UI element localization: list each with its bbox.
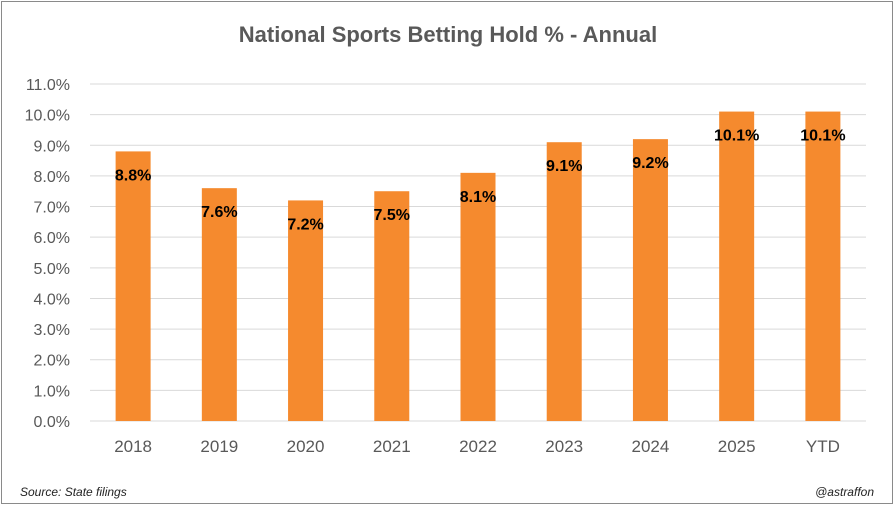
- x-tick-label: 2020: [287, 437, 325, 456]
- source-note: Source: State filings: [20, 485, 127, 499]
- y-tick-label: 0.0%: [34, 414, 70, 431]
- author-handle: @astraffon: [815, 485, 874, 499]
- bar-2024: [632, 139, 668, 422]
- bar-2023: [546, 142, 582, 421]
- bar-2020: [288, 200, 324, 421]
- bar-ytd: [805, 111, 841, 421]
- x-tick-label: 2019: [200, 437, 238, 456]
- data-label: 10.1%: [714, 128, 759, 145]
- data-label: 7.2%: [287, 216, 323, 233]
- bar-2021: [374, 191, 410, 421]
- y-tick-label: 1.0%: [34, 383, 70, 400]
- y-tick-label: 4.0%: [34, 291, 70, 308]
- y-tick-label: 7.0%: [34, 200, 70, 217]
- bar-2022: [460, 172, 496, 421]
- data-label: 9.2%: [632, 155, 668, 172]
- data-label: 8.8%: [115, 167, 151, 184]
- chart-title: National Sports Betting Hold % - Annual: [238, 22, 658, 47]
- y-tick-label: 8.0%: [34, 169, 70, 186]
- y-tick-label: 10.0%: [25, 108, 70, 125]
- y-tick-label: 9.0%: [34, 138, 70, 155]
- x-tick-label: YTD: [806, 437, 840, 456]
- data-label: 7.6%: [201, 204, 237, 221]
- data-label: 7.5%: [374, 207, 410, 224]
- x-tick-label: 2018: [114, 437, 152, 456]
- y-tick-label: 6.0%: [34, 230, 70, 247]
- y-tick-label: 11.0%: [26, 77, 70, 94]
- data-label: 8.1%: [460, 189, 496, 206]
- bar-2018: [115, 151, 151, 421]
- y-tick-label: 3.0%: [34, 322, 70, 339]
- y-tick-label: 5.0%: [34, 261, 70, 278]
- x-tick-label: 2023: [545, 437, 583, 456]
- data-label: 9.1%: [546, 158, 582, 175]
- bar-2025: [719, 111, 755, 421]
- data-label: 10.1%: [800, 128, 845, 145]
- x-tick-label: 2025: [718, 437, 756, 456]
- bar-2019: [201, 188, 237, 421]
- x-tick-label: 2024: [632, 437, 670, 456]
- x-tick-label: 2021: [373, 437, 411, 456]
- y-tick-label: 2.0%: [34, 353, 70, 370]
- x-tick-label: 2022: [459, 437, 497, 456]
